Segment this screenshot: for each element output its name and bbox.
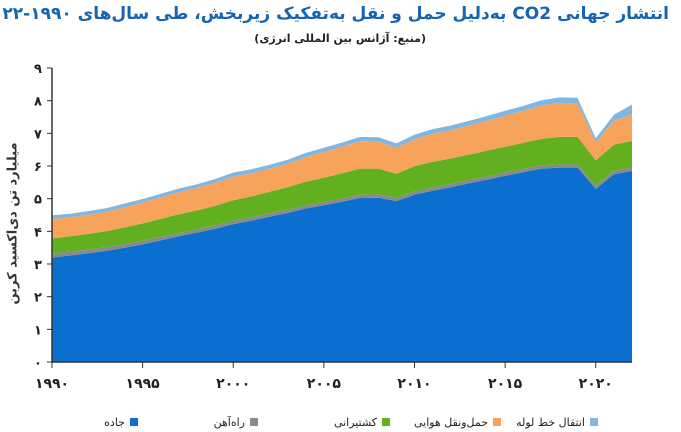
x-tick-label: ۲۰۲۰ bbox=[579, 376, 613, 392]
x-tick-label: ۲۰۰۵ bbox=[307, 376, 342, 392]
legend-label: جاده bbox=[104, 416, 125, 429]
legend-label: حمل‌ونقل هوایی bbox=[413, 416, 488, 429]
y-tick-label: ۰ bbox=[34, 356, 42, 371]
y-tick-label: ۷ bbox=[34, 127, 42, 142]
y-tick-label: ۵ bbox=[34, 193, 42, 208]
legend-swatch bbox=[250, 418, 258, 426]
y-tick-label: ۱ bbox=[34, 323, 42, 338]
legend-item: حمل‌ونقل هوایی bbox=[414, 416, 501, 430]
x-tick-label: ۲۰۱۵ bbox=[488, 376, 523, 392]
y-tick-label: ۲ bbox=[34, 291, 42, 306]
legend-item: جاده bbox=[104, 416, 138, 430]
legend-label: انتقال خط لوله bbox=[516, 416, 585, 429]
legend-item: راه‌آهن bbox=[214, 416, 258, 430]
chart-subtitle: (منبع: آژانس بین المللی انرژی) bbox=[254, 32, 426, 45]
stacked-area-chart: ۰ ۱ ۲ ۳ ۴ ۵ ۶ ۷ ۸ ۹ ۱۹۹۰ ۱۹۹۵ ۲۰۰۰ ۲۰۰۵ ۲۰۱۰ ۲۰۱۵ ۲۰۲۰ bbox=[34, 62, 633, 392]
legend-swatch bbox=[130, 418, 138, 426]
area-series-group bbox=[51, 96, 633, 362]
legend-label: کشتیرانی bbox=[333, 416, 377, 429]
area-series-3 bbox=[52, 136, 632, 254]
y-tick-label: ۸ bbox=[34, 95, 42, 110]
x-tick-label: ۲۰۱۰ bbox=[397, 376, 431, 392]
x-tick-label: ۱۹۹۵ bbox=[126, 376, 161, 392]
legend-swatch bbox=[493, 418, 501, 426]
legend-swatch bbox=[382, 418, 390, 426]
y-tick-label: ۶ bbox=[34, 160, 42, 175]
x-tick-label: ۲۰۰۰ bbox=[216, 376, 250, 392]
legend-item: انتقال خط لوله bbox=[516, 416, 598, 430]
y-tick-label: ۴ bbox=[34, 225, 42, 240]
area-series-2 bbox=[52, 164, 632, 258]
area-series-1 bbox=[52, 167, 632, 362]
y-tick-label: ۳ bbox=[34, 258, 42, 273]
legend-item: کشتیرانی bbox=[334, 416, 390, 430]
area-top-outline bbox=[51, 96, 633, 216]
y-ticks-group: ۰ ۱ ۲ ۳ ۴ ۵ ۶ ۷ ۸ ۹ bbox=[34, 62, 52, 371]
x-tick-label: ۱۹۹۰ bbox=[35, 376, 69, 392]
x-ticks-group: ۱۹۹۰ ۱۹۹۵ ۲۰۰۰ ۲۰۰۵ ۲۰۱۰ ۲۰۱۵ ۲۰۲۰ bbox=[35, 362, 613, 392]
area-series-4 bbox=[52, 102, 632, 239]
chart-title: انتشار جهانی CO2 به‌دلیل حمل و نقل به‌تف… bbox=[0, 4, 669, 24]
axes-group bbox=[51, 68, 632, 363]
y-tick-label: ۹ bbox=[34, 62, 42, 77]
legend-label: راه‌آهن bbox=[213, 416, 245, 429]
legend-swatch bbox=[590, 418, 598, 426]
legend: جاده راه‌آهن کشتیرانی حمل‌ونقل هوایی انتقال … bbox=[0, 416, 681, 430]
